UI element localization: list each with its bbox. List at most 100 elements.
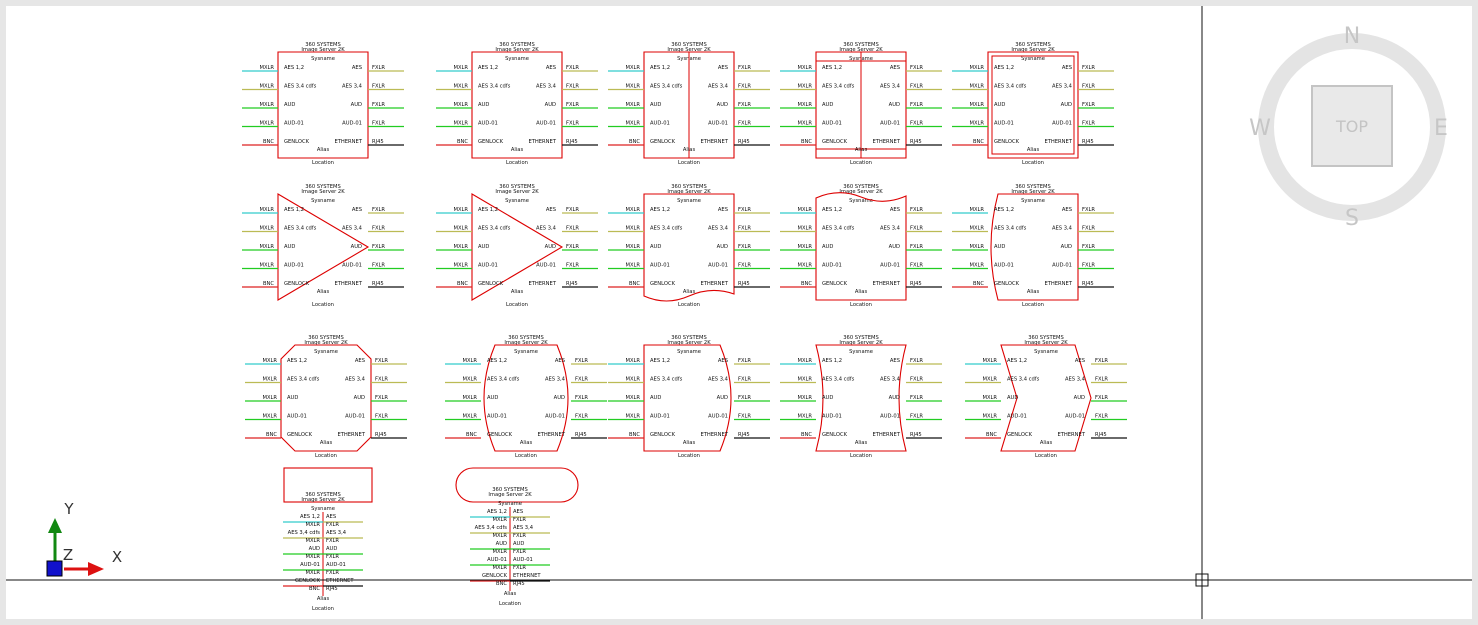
output-connector-label: FXLR: [1082, 263, 1095, 269]
output-connector-label: FXLR: [326, 538, 339, 544]
input-port-label: AES 1,2: [994, 65, 1014, 71]
output-port-label: ETHERNET: [528, 139, 556, 145]
output-port-label: AUD-01: [880, 263, 900, 269]
input-port-label: AUD-01: [994, 263, 1014, 269]
output-port-label: AUD: [554, 395, 565, 401]
input-port-label: AES 1,2: [650, 65, 670, 71]
input-connector-label: MXLR: [262, 377, 277, 383]
block-model: Image Server 2K: [839, 47, 883, 53]
input-connector-label: MXLR: [305, 554, 320, 560]
rectangle-shape[interactable]: [283, 467, 373, 503]
compass-west[interactable]: W: [1249, 116, 1271, 141]
output-connector-label: FXLR: [738, 65, 751, 71]
block-sysname: Sysname: [677, 349, 701, 355]
output-port-label: AES: [1075, 358, 1085, 364]
drawing-viewport[interactable]: 360 SYSTEMS Image Server 2K Sysname MXLR FXL…: [6, 6, 1472, 619]
output-connector-label: FXLR: [1082, 102, 1095, 108]
input-port-label: GENLOCK: [295, 578, 321, 584]
input-connector-label: MXLR: [797, 102, 812, 108]
input-port-label: AUD: [822, 244, 833, 250]
output-connector-label: FXLR: [375, 395, 388, 401]
block-location: Location: [506, 302, 528, 308]
compass-south[interactable]: S: [1345, 206, 1359, 231]
input-connector-label: MXLR: [982, 395, 997, 401]
input-port-label: AES 1,2: [478, 207, 498, 213]
block-location: Location: [678, 453, 700, 459]
compass-north[interactable]: N: [1344, 24, 1360, 49]
block-sysname: Sysname: [677, 198, 701, 204]
input-connector-label: MXLR: [969, 65, 984, 71]
output-connector-label: RJ45: [738, 281, 750, 287]
input-port-label: AUD-01: [487, 414, 507, 420]
block-sysname: Sysname: [505, 198, 529, 204]
output-port-label: ETHERNET: [537, 432, 565, 438]
input-connector-label: BNC: [263, 281, 274, 287]
output-connector-label: RJ45: [575, 432, 587, 438]
output-connector-label: FXLR: [1095, 377, 1108, 383]
output-connector-label: FXLR: [1082, 84, 1095, 90]
output-port-label: AUD: [889, 244, 900, 250]
input-connector-label: BNC: [986, 432, 997, 438]
input-port-label: AUD: [284, 102, 295, 108]
input-port-label: GENLOCK: [994, 281, 1020, 287]
output-connector-label: RJ45: [910, 432, 922, 438]
block-outline: [643, 344, 732, 452]
output-port-label: AES 3,4: [326, 530, 347, 536]
block-model: Image Server 2K: [839, 340, 883, 346]
output-connector-label: RJ45: [372, 281, 384, 287]
output-port-label: ETHERNET: [337, 432, 365, 438]
input-port-label: GENLOCK: [287, 432, 313, 438]
input-port-label: GENLOCK: [822, 432, 848, 438]
input-port-label: AUD-01: [822, 121, 842, 127]
rounded-rectangle-shape[interactable]: [455, 467, 579, 503]
output-connector-label: FXLR: [372, 226, 385, 232]
viewcube-top-face[interactable]: [1311, 85, 1393, 167]
output-port-label: AUD: [1074, 395, 1085, 401]
input-connector-label: BNC: [973, 281, 984, 287]
input-connector-label: BNC: [266, 432, 277, 438]
output-port-label: AES: [890, 65, 900, 71]
input-connector-label: MXLR: [625, 121, 640, 127]
input-port-label: GENLOCK: [478, 139, 504, 145]
block-outline: [990, 193, 1079, 301]
input-connector-label: MXLR: [453, 207, 468, 213]
output-port-label: AES 3,4: [1065, 377, 1086, 383]
input-connector-label: BNC: [457, 139, 468, 145]
input-connector-label: MXLR: [625, 358, 640, 364]
viewcube-compass-ring[interactable]: [1258, 33, 1446, 221]
block-manufacturer: 360 SYSTEMS: [508, 335, 544, 341]
input-port-label: AES 3,4 cdfs: [287, 377, 320, 383]
output-port-label: AES 3,4: [513, 525, 534, 531]
output-connector-label: RJ45: [1095, 432, 1107, 438]
viewcube[interactable]: TOP N S E W: [1249, 24, 1448, 231]
output-port-label: ETHERNET: [528, 281, 556, 287]
input-connector-label: MXLR: [462, 414, 477, 420]
input-connector-label: MXLR: [262, 395, 277, 401]
compass-east[interactable]: E: [1434, 116, 1448, 141]
input-port-label: AUD-01: [478, 263, 498, 269]
input-connector-label: MXLR: [453, 244, 468, 250]
block-outline: [471, 193, 564, 301]
input-port-label: AUD-01: [478, 121, 498, 127]
input-port-label: AES 1,2: [650, 358, 670, 364]
block-model: Image Server 2K: [504, 340, 548, 346]
output-connector-label: FXLR: [372, 207, 385, 213]
